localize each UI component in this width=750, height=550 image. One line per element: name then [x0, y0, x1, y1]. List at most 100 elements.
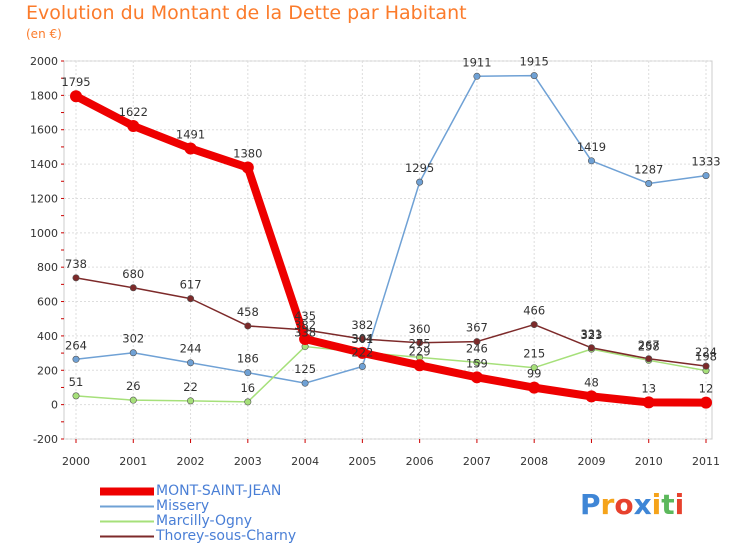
- y-tick-label: 1400: [30, 158, 58, 171]
- series-point: [700, 396, 712, 409]
- series-line-0: [72, 92, 710, 407]
- data-label: 51: [69, 375, 84, 389]
- data-label: 16: [240, 381, 255, 395]
- y-tick-label: 600: [37, 296, 58, 309]
- y-tick-label: 1200: [30, 192, 58, 205]
- data-label: 1295: [405, 161, 434, 175]
- data-label: 186: [237, 352, 259, 366]
- series-point: [184, 142, 197, 155]
- data-label: 338: [294, 326, 316, 340]
- series-point: [356, 346, 369, 359]
- data-label: 1622: [119, 105, 148, 119]
- data-label: 1911: [462, 55, 491, 69]
- series-point: [585, 390, 598, 403]
- logo-letter: i: [651, 488, 662, 521]
- legend-item-mont-saint-jean: MONT-SAINT-JEAN: [100, 484, 296, 499]
- logo-letter: r: [600, 488, 615, 521]
- series-point: [702, 172, 710, 180]
- logo-letter: o: [614, 488, 634, 521]
- x-tick-label: 2011: [692, 455, 720, 468]
- data-label: 382: [351, 318, 373, 332]
- y-tick-label: -200: [33, 433, 58, 446]
- data-label: 360: [409, 322, 431, 336]
- x-tick-label: 2003: [234, 455, 262, 468]
- series-point: [642, 396, 655, 409]
- data-label: 229: [409, 344, 431, 358]
- series-point: [645, 180, 653, 188]
- x-tick-label: 2002: [177, 455, 205, 468]
- y-tick-label: 1800: [30, 89, 58, 102]
- x-tick-label: 2009: [577, 455, 605, 468]
- data-label: 738: [65, 257, 87, 271]
- data-label: 323: [580, 328, 602, 342]
- legend-swatch: [100, 535, 154, 538]
- y-tick-label: 800: [37, 261, 58, 274]
- proxiti-logo: Proxiti: [580, 488, 684, 521]
- data-label: 22: [183, 380, 198, 394]
- data-label: 435: [294, 309, 316, 323]
- data-label: 680: [122, 267, 144, 281]
- series-point: [473, 338, 481, 346]
- data-label: 222: [351, 345, 373, 359]
- series-point: [358, 362, 366, 370]
- data-label: 215: [523, 347, 545, 361]
- series-point: [470, 371, 483, 384]
- x-tick-label: 2007: [463, 455, 491, 468]
- series-point: [72, 355, 80, 363]
- series-point: [587, 157, 595, 165]
- series-point: [72, 274, 80, 282]
- series-point: [244, 369, 252, 377]
- series-point: [530, 72, 538, 80]
- series-point: [187, 359, 195, 367]
- legend-item-marcilly-ogny: Marcilly-Ogny: [100, 514, 296, 529]
- data-label: 466: [523, 304, 545, 318]
- data-label: 12: [699, 382, 714, 396]
- series-point: [244, 398, 252, 406]
- data-label: 1333: [691, 155, 720, 169]
- chart-title: Evolution du Montant de la Dette par Hab…: [26, 2, 467, 24]
- series-point: [301, 379, 309, 387]
- series-point: [702, 362, 710, 370]
- y-tick-label: 1000: [30, 227, 58, 240]
- data-label: 224: [695, 345, 717, 359]
- legend-label: Missery: [156, 498, 210, 514]
- data-label: 159: [466, 356, 488, 370]
- series-point: [187, 397, 195, 405]
- series-point: [244, 322, 252, 330]
- data-label: 331: [580, 327, 602, 341]
- data-label: 267: [638, 338, 660, 352]
- series-point: [413, 359, 426, 372]
- data-label: 258: [638, 339, 660, 353]
- data-label: 244: [180, 342, 202, 356]
- legend-swatch: [100, 505, 154, 508]
- series-point: [358, 335, 366, 343]
- series-point: [129, 396, 137, 404]
- data-label: 458: [237, 305, 259, 319]
- data-label: 125: [294, 362, 316, 376]
- series-point: [528, 381, 541, 394]
- series-line-1: [75, 74, 707, 384]
- grid-layer: [63, 60, 713, 440]
- series-point: [587, 344, 595, 352]
- y-tick-label: 1600: [30, 124, 58, 137]
- data-label: 1795: [61, 75, 90, 89]
- logo-letter: t: [661, 488, 675, 521]
- legend-label: MONT-SAINT-JEAN: [156, 483, 282, 499]
- x-tick-label: 2006: [406, 455, 434, 468]
- x-tick-label: 2004: [291, 455, 319, 468]
- series-point: [530, 364, 538, 372]
- series-point: [241, 161, 254, 174]
- data-label: 1419: [577, 140, 606, 154]
- series-point: [473, 72, 481, 80]
- x-tick-label: 2010: [635, 455, 663, 468]
- legend-swatch: [100, 520, 154, 523]
- plot-frame: [63, 60, 713, 440]
- series-layer: [70, 72, 712, 409]
- chart-subtitle: (en €): [26, 27, 62, 41]
- series-point: [187, 295, 195, 303]
- series-point: [70, 90, 82, 103]
- y-tick-label: 400: [37, 330, 58, 343]
- series-point: [72, 392, 80, 400]
- series-point: [129, 284, 137, 292]
